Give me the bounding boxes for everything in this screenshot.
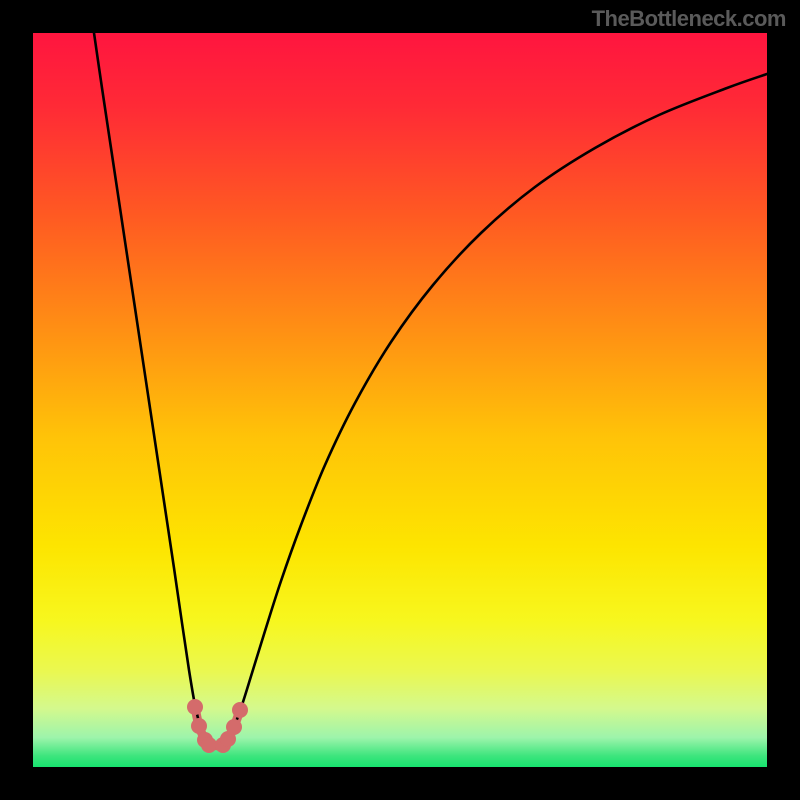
data-marker <box>201 737 217 753</box>
data-marker <box>191 718 207 734</box>
data-marker <box>187 699 203 715</box>
watermark-text: TheBottleneck.com <box>592 6 786 32</box>
chart-outer-frame: TheBottleneck.com <box>0 0 800 800</box>
data-marker <box>226 719 242 735</box>
gradient-background <box>33 33 767 767</box>
data-marker <box>232 702 248 718</box>
bottleneck-chart <box>33 33 767 767</box>
